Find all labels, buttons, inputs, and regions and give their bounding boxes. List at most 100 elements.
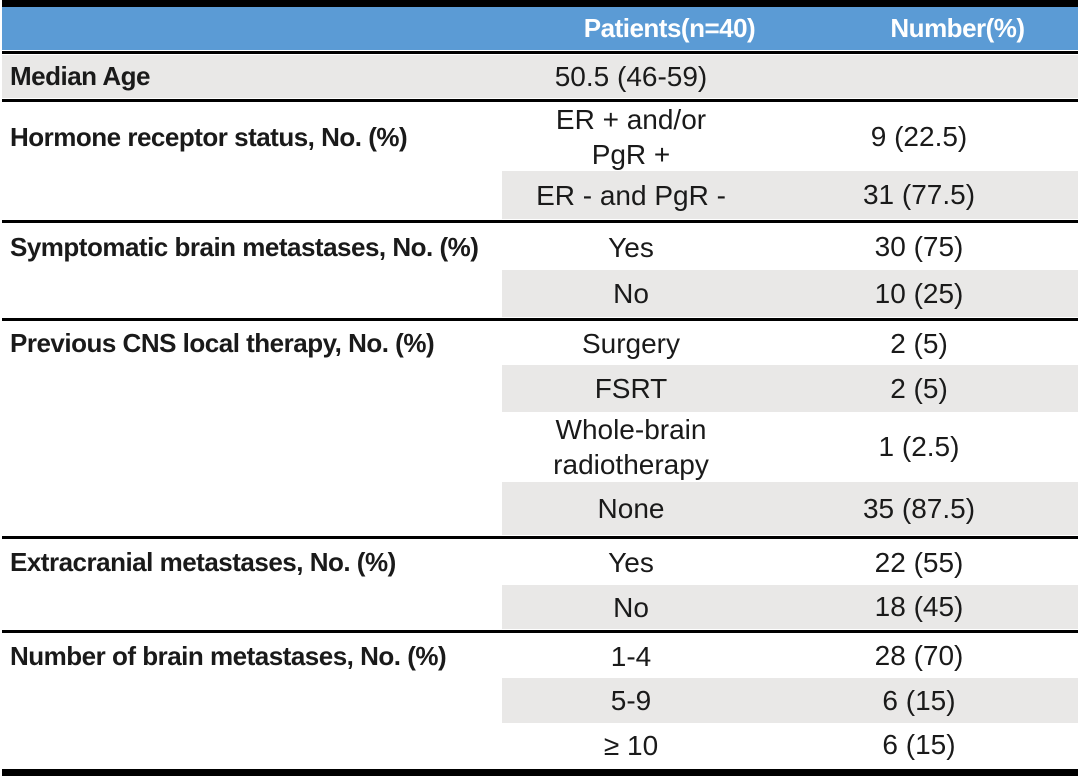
table-row: Whole-brain radiotherapy 1 (2.5) bbox=[2, 412, 1078, 482]
section-rule bbox=[2, 220, 1078, 223]
row-values: ER - and PgR - 31 (77.5) bbox=[502, 171, 1078, 219]
patients-value: ER - and PgR - bbox=[536, 179, 726, 211]
number-cell: 10 (25) bbox=[874, 277, 964, 309]
row-values: 5-9 6 (15) bbox=[502, 678, 1078, 723]
table-row: Number of brain metastases, No. (%) 1-4 … bbox=[2, 634, 1078, 678]
number-cell: 30 (75) bbox=[874, 231, 964, 262]
row-values: FSRT 2 (5) bbox=[502, 365, 1078, 412]
section-label-cell: Previous CNS local therapy, No. (%) bbox=[10, 328, 435, 358]
section-label-cell bbox=[2, 365, 502, 412]
patients-value-line: ER + and/or bbox=[555, 104, 707, 135]
row-values: Yes 22 (55) bbox=[502, 540, 1078, 585]
number-cell: 9 (22.5) bbox=[870, 121, 968, 152]
section-symptomatic-metastases: Symptomatic brain metastases, No. (%) Ye… bbox=[2, 224, 1078, 317]
header-number-label: Number(%) bbox=[890, 13, 1025, 43]
row-values: ER + and/or PgR + 9 (22.5) bbox=[502, 103, 1078, 171]
patients-cell: No bbox=[502, 270, 760, 317]
row-values: No 10 (25) bbox=[502, 270, 1078, 317]
number-cell: 18 (45) bbox=[874, 591, 964, 622]
table-row: No 18 (45) bbox=[2, 585, 1078, 629]
table-row: ≥ 10 6 (15) bbox=[2, 723, 1078, 767]
number-cell: 2 (5) bbox=[890, 327, 948, 359]
section-label-cell: Extracranial metastases, No. (%) bbox=[10, 547, 396, 577]
section-hormone-receptor: Hormone receptor status, No. (%) ER + an… bbox=[2, 103, 1078, 219]
row-values: ≥ 10 6 (15) bbox=[502, 723, 1078, 767]
table-row: None 35 (87.5) bbox=[2, 482, 1078, 535]
row-values: None 35 (87.5) bbox=[502, 482, 1078, 535]
section-cns-therapy: Previous CNS local therapy, No. (%) Surg… bbox=[2, 322, 1078, 535]
patients-cell: ER - and PgR - bbox=[502, 171, 760, 219]
patients-cell: ER + and/or PgR + bbox=[502, 103, 760, 171]
table-row: FSRT 2 (5) bbox=[2, 365, 1078, 412]
number-cell: 6 (15) bbox=[882, 684, 956, 716]
table-row: Previous CNS local therapy, No. (%) Surg… bbox=[2, 322, 1078, 365]
patients-value: Yes bbox=[608, 547, 654, 578]
patients-value-line: PgR + bbox=[591, 139, 671, 170]
patients-cell: FSRT bbox=[502, 365, 760, 412]
header-row: Patients(n=40) Number(%) bbox=[2, 7, 1078, 50]
number-cell bbox=[760, 55, 1078, 98]
section-label-cell bbox=[2, 723, 502, 767]
section-rule bbox=[2, 318, 1078, 321]
patients-cell: 50.5 (46-59) bbox=[502, 55, 760, 98]
patients-value: Surgery bbox=[581, 328, 681, 359]
row-values: 1-4 28 (70) bbox=[502, 634, 1078, 678]
row-values: Surgery 2 (5) bbox=[502, 322, 1078, 365]
number-cell: 31 (77.5) bbox=[862, 179, 976, 210]
patients-cell: No bbox=[502, 585, 760, 629]
row-values: Yes 30 (75) bbox=[502, 224, 1078, 270]
section-label-cell: Symptomatic brain metastases, No. (%) bbox=[10, 231, 479, 262]
patients-value: 50.5 (46-59) bbox=[554, 61, 708, 92]
number-cell: 2 (5) bbox=[890, 372, 948, 404]
section-label-cell bbox=[2, 585, 502, 629]
patients-value-line: radiotherapy bbox=[553, 449, 709, 480]
number-cell: 28 (70) bbox=[874, 640, 964, 671]
header-patients-label: Patients(n=40) bbox=[583, 13, 756, 43]
number-cell: 6 (15) bbox=[882, 729, 956, 760]
patients-cell: Yes bbox=[502, 540, 760, 585]
section-label-cell: Median Age bbox=[10, 61, 150, 91]
table-row: Median Age 50.5 (46-59) bbox=[2, 55, 1078, 98]
row-values: No 18 (45) bbox=[502, 585, 1078, 629]
patients-value: 1-4 bbox=[610, 640, 652, 672]
section-label-cell bbox=[2, 171, 502, 219]
patients-value: None bbox=[597, 493, 665, 524]
section-rule bbox=[2, 99, 1078, 102]
number-cell: 22 (55) bbox=[874, 546, 964, 578]
patients-cell: 5-9 bbox=[502, 678, 760, 723]
section-rule bbox=[2, 536, 1078, 539]
patients-value: Yes bbox=[608, 231, 654, 263]
section-label-cell bbox=[2, 678, 502, 723]
table-row: Extracranial metastases, No. (%) Yes 22 … bbox=[2, 540, 1078, 585]
table-row: No 10 (25) bbox=[2, 270, 1078, 317]
table-row: Symptomatic brain metastases, No. (%) Ye… bbox=[2, 224, 1078, 270]
top-rule bbox=[2, 0, 1078, 7]
section-brain-metastases-count: Number of brain metastases, No. (%) 1-4 … bbox=[2, 634, 1078, 767]
number-cell: 1 (2.5) bbox=[878, 431, 960, 462]
number-cell: 35 (87.5) bbox=[862, 492, 976, 524]
section-label-cell: Number of brain metastases, No. (%) bbox=[10, 640, 447, 671]
patients-value: No bbox=[613, 591, 649, 623]
row-values: 50.5 (46-59) bbox=[502, 55, 1078, 98]
section-label-cell: Hormone receptor status, No. (%) bbox=[10, 121, 408, 152]
section-label-cell bbox=[2, 482, 502, 535]
section-label-cell bbox=[2, 412, 502, 482]
patients-cell: 1-4 bbox=[502, 634, 760, 678]
section-rule bbox=[2, 51, 1078, 54]
row-values: Whole-brain radiotherapy 1 (2.5) bbox=[502, 412, 1078, 482]
bottom-rule bbox=[2, 769, 1078, 776]
patients-cell: Whole-brain radiotherapy bbox=[502, 412, 760, 482]
patients-cell: Surgery bbox=[502, 322, 760, 365]
header-empty-cell bbox=[2, 7, 502, 50]
patients-value: No bbox=[613, 278, 649, 309]
patients-value: 5-9 bbox=[610, 685, 652, 716]
section-label-cell bbox=[2, 270, 502, 317]
section-median-age: Median Age 50.5 (46-59) bbox=[2, 55, 1078, 98]
patients-cell: Yes bbox=[502, 224, 760, 270]
section-rule bbox=[2, 630, 1078, 633]
patients-value-line: Whole-brain bbox=[555, 414, 707, 445]
section-extracranial-metastases: Extracranial metastases, No. (%) Yes 22 … bbox=[2, 540, 1078, 629]
table-row: ER - and PgR - 31 (77.5) bbox=[2, 171, 1078, 219]
table-row: 5-9 6 (15) bbox=[2, 678, 1078, 723]
